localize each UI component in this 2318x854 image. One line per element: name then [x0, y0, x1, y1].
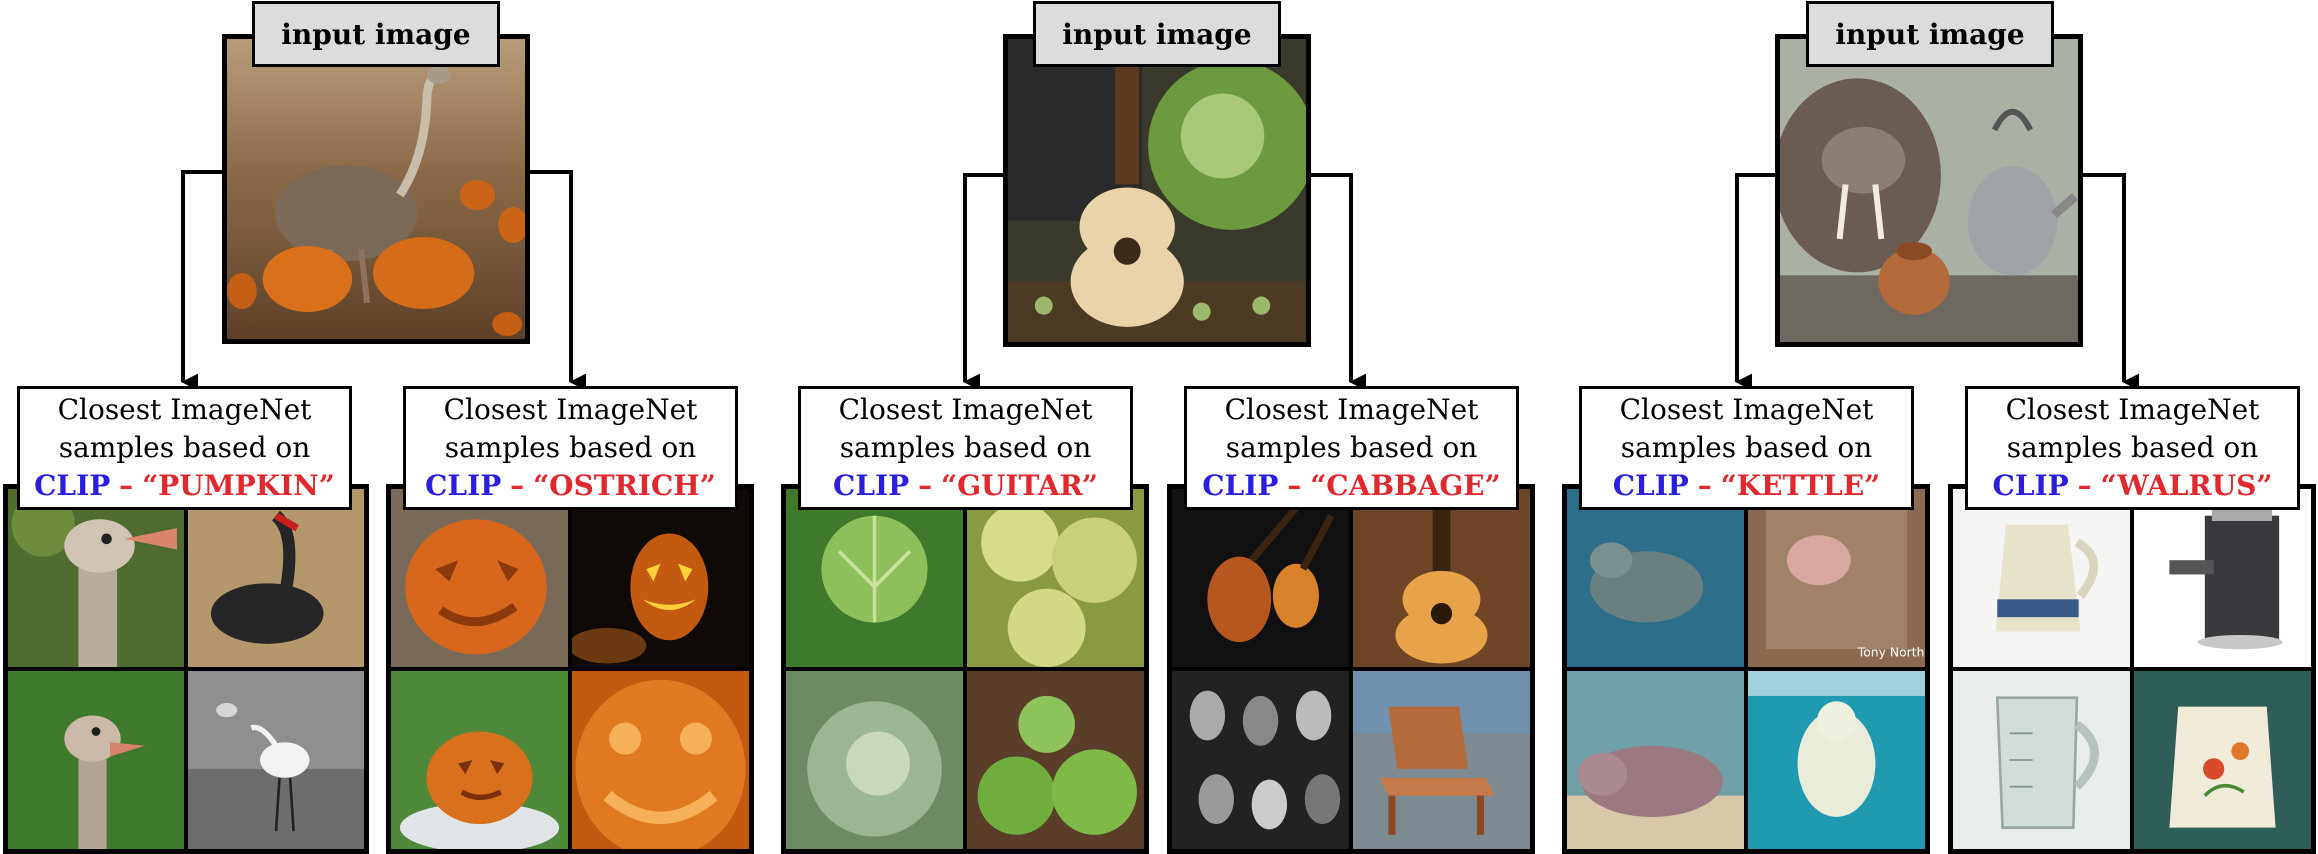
- tile-leafy-greens: [967, 671, 1144, 849]
- caption-1-left: Closest ImageNet samples based on CLIP –…: [17, 386, 352, 510]
- tile-measuring-jug: [1953, 671, 2130, 849]
- caption-line-1: Closest ImageNet: [57, 393, 312, 426]
- arrow-right-2: [1308, 173, 1367, 391]
- tile-acoustic-guitar: [1353, 489, 1530, 667]
- tile-guitar-collage: [1172, 671, 1349, 849]
- query-word: “PUMPKIN”: [142, 469, 335, 502]
- arrow-right-1: [527, 170, 587, 391]
- tile-ostrich-head: [8, 489, 184, 667]
- tile-coffee-pot: [1953, 489, 2130, 667]
- caption-line-2: samples based on: [58, 431, 311, 464]
- clip-label: CLIP: [425, 469, 502, 502]
- query-word: “OSTRICH”: [533, 469, 716, 502]
- caption-line-1: Closest ImageNet: [1619, 393, 1874, 426]
- tile-yellow-cabbage: [967, 489, 1144, 667]
- caption-line-1: Closest ImageNet: [838, 393, 1093, 426]
- caption-line-2: samples based on: [1620, 431, 1873, 464]
- clip-label: CLIP: [1612, 469, 1689, 502]
- clip-label: CLIP: [1202, 469, 1279, 502]
- caption-line-1: Closest ImageNet: [1224, 393, 1479, 426]
- caption-line-2: samples based on: [2006, 431, 2259, 464]
- caption-2-left: Closest ImageNet samples based on CLIP –…: [798, 386, 1133, 510]
- tile-pumpkin-in-fog: [391, 671, 568, 849]
- tile-manatee: [1567, 489, 1744, 667]
- tile-cabbage-head: [786, 671, 963, 849]
- caption-line-1: Closest ImageNet: [2005, 393, 2260, 426]
- sample-grid-2-right: [1167, 484, 1535, 854]
- walrus-kettle-picture: [1780, 39, 2078, 342]
- sample-grid-3-right: [1948, 484, 2316, 854]
- query-word: “KETTLE”: [1720, 469, 1881, 502]
- caption-dash: –: [2077, 469, 2092, 502]
- query-word: “CABBAGE”: [1310, 469, 1501, 502]
- caption-2-right: Closest ImageNet samples based on CLIP –…: [1184, 386, 1519, 510]
- caption-1-right: Closest ImageNet samples based on CLIP –…: [403, 386, 738, 510]
- query-word: “GUITAR”: [940, 469, 1098, 502]
- sample-grid-3-left: Tony Northrup: [1562, 484, 1930, 854]
- tile-wooden-chair: [1353, 671, 1530, 849]
- caption-line-2: samples based on: [1225, 431, 1478, 464]
- caption-dash: –: [1697, 469, 1712, 502]
- input-image-label-2: input image: [1033, 1, 1281, 67]
- caption-line-1: Closest ImageNet: [443, 393, 698, 426]
- clip-label: CLIP: [34, 469, 111, 502]
- arrow-right-3: [2080, 173, 2140, 391]
- sample-grid-2-left: [781, 484, 1149, 854]
- caption-dash: –: [510, 469, 525, 502]
- input-image-label-text: input image: [1835, 17, 2025, 51]
- arrow-left-3: [1735, 173, 1777, 391]
- caption-dash: –: [119, 469, 134, 502]
- sample-grid-1-left: [3, 484, 369, 854]
- tile-polar-bear: [1748, 671, 1925, 849]
- input-image-label-1: input image: [252, 1, 500, 67]
- arrow-left-1: [181, 170, 224, 391]
- tile-espresso-machine: [2134, 489, 2311, 667]
- tile-ostrich-neck: [8, 671, 184, 849]
- caption-line-2: samples based on: [444, 431, 697, 464]
- tile-sea-lion: Tony Northrup: [1748, 489, 1925, 667]
- tile-watermark: Tony Northrup: [1857, 644, 1925, 659]
- tile-jack-o-lantern: [572, 489, 749, 667]
- caption-line-2: samples based on: [839, 431, 1092, 464]
- input-image-3: [1775, 34, 2083, 347]
- caption-3-left: Closest ImageNet samples based on CLIP –…: [1579, 386, 1914, 510]
- ostrich-pumpkin-picture: [227, 39, 525, 339]
- tile-black-swan: [188, 489, 364, 667]
- input-image-2: [1003, 34, 1311, 347]
- input-image-label-text: input image: [281, 17, 471, 51]
- caption-dash: –: [918, 469, 933, 502]
- query-word: “WALRUS”: [2100, 469, 2273, 502]
- arrow-left-2: [963, 173, 1005, 391]
- input-image-1: [222, 34, 530, 344]
- tile-large-carved-pumpkin: [572, 671, 749, 849]
- input-image-label-3: input image: [1806, 1, 2054, 67]
- tile-carved-pumpkin: [391, 489, 568, 667]
- tile-cello-and-guitar: [1172, 489, 1349, 667]
- tile-cabbage-leaves: [786, 489, 963, 667]
- caption-dash: –: [1287, 469, 1302, 502]
- clip-label: CLIP: [1992, 469, 2069, 502]
- caption-3-right: Closest ImageNet samples based on CLIP –…: [1965, 386, 2300, 510]
- guitar-cabbage-picture: [1008, 39, 1306, 342]
- input-image-label-text: input image: [1062, 17, 1252, 51]
- tile-floral-pitcher: [2134, 671, 2311, 849]
- clip-label: CLIP: [833, 469, 910, 502]
- tile-white-spoonbill: [188, 671, 364, 849]
- sample-grid-1-right: [386, 484, 754, 854]
- tile-hippopotamus: [1567, 671, 1744, 849]
